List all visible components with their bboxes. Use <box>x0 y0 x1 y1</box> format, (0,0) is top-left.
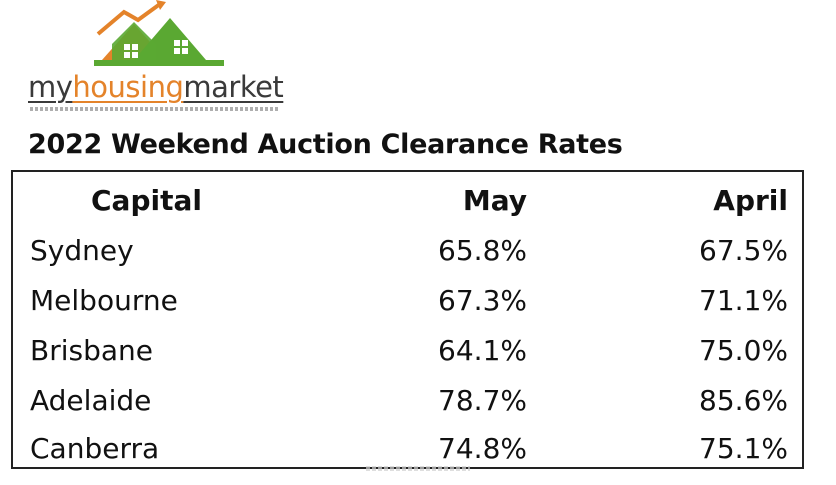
cell-capital: Adelaide <box>30 384 152 417</box>
cell-may: 78.7% <box>438 384 527 417</box>
table-row: Canberra 74.8% 75.1% <box>13 424 802 474</box>
cell-may: 74.8% <box>438 432 527 465</box>
watermark <box>366 466 470 471</box>
cell-april: 71.1% <box>699 284 788 317</box>
cell-capital: Melbourne <box>30 284 178 317</box>
table-row: Melbourne 67.3% 71.1% <box>13 276 802 326</box>
cell-may: 64.1% <box>438 334 527 367</box>
logo-wordmark: myhousingmarket <box>28 70 284 104</box>
cell-may: 65.8% <box>438 234 527 267</box>
table-row: Adelaide 78.7% 85.6% <box>13 376 802 426</box>
cell-may: 67.3% <box>438 284 527 317</box>
table-header-row: Capital May April <box>13 176 802 226</box>
cell-capital: Sydney <box>30 234 134 267</box>
cell-april: 75.1% <box>699 432 788 465</box>
table-row: Brisbane 64.1% 75.0% <box>13 326 802 376</box>
house-logo-icon <box>94 0 224 66</box>
chart-title: 2022 Weekend Auction Clearance Rates <box>28 129 623 160</box>
header-may: May <box>462 184 527 217</box>
clearance-table: Capital May April Sydney 65.8% 67.5% Mel… <box>11 170 804 469</box>
header-april: April <box>713 184 788 217</box>
cell-april: 85.6% <box>699 384 788 417</box>
table-row: Sydney 65.8% 67.5% <box>13 226 802 276</box>
logo: myhousingmarket <box>28 0 288 115</box>
header-capital: Capital <box>91 184 202 217</box>
cell-april: 67.5% <box>699 234 788 267</box>
cell-capital: Brisbane <box>30 334 153 367</box>
cell-capital: Canberra <box>30 432 160 465</box>
logo-tagline <box>30 107 280 111</box>
cell-april: 75.0% <box>699 334 788 367</box>
